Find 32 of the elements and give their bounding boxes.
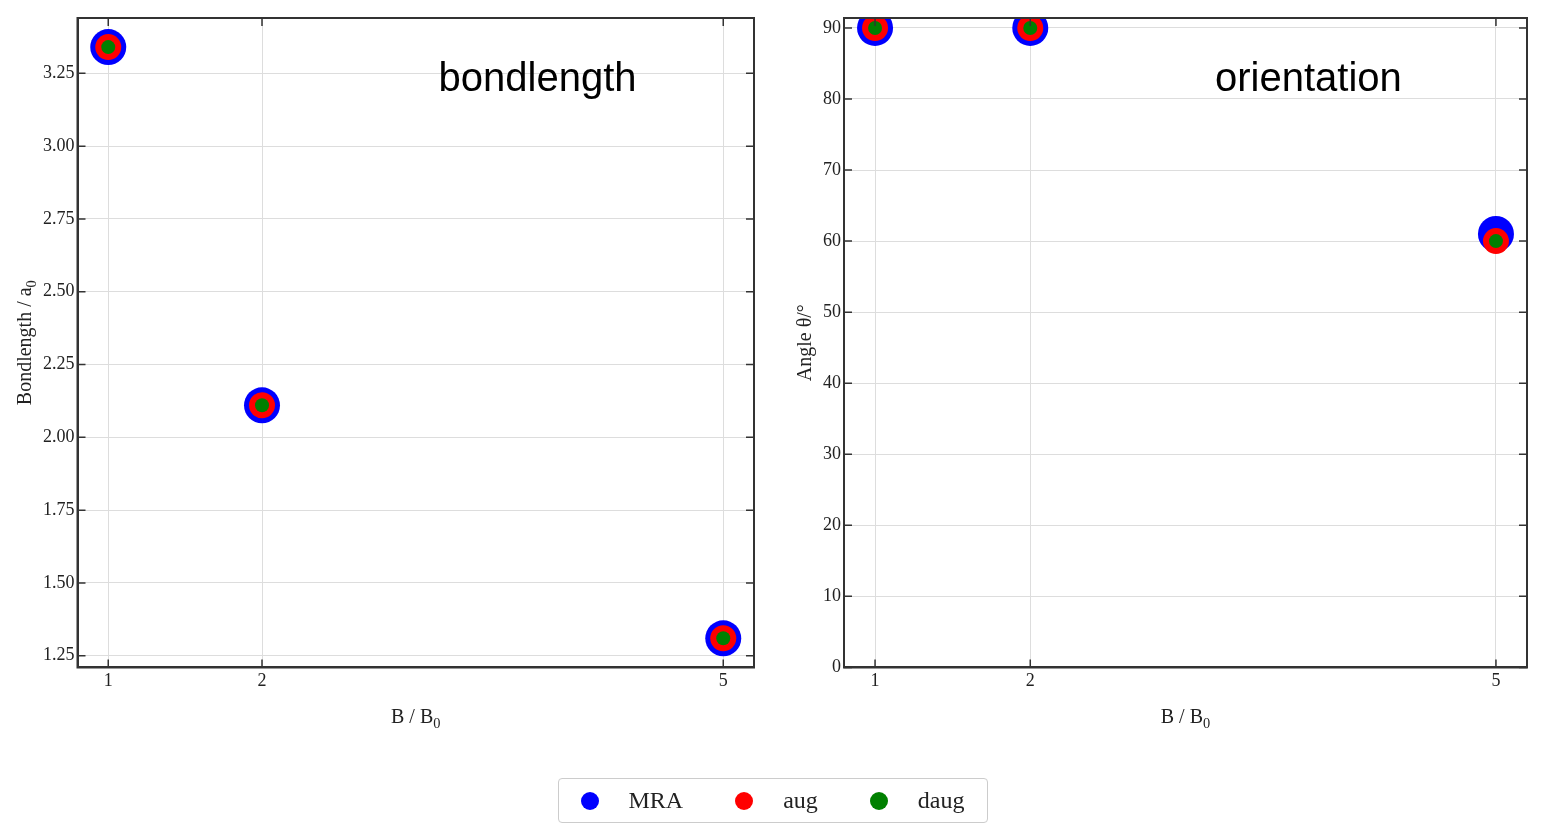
annotation: orientation [1215,55,1402,100]
y-axis-title: Angle θ/° [793,304,817,382]
y-tick-label: 70 [823,158,841,179]
y-tick-label: 20 [823,514,841,535]
y-axis-title: Bondlength / a0 [13,280,39,406]
x-tick-label: 1 [870,669,880,690]
y-tick-label: 60 [823,229,841,250]
y-tick-label: 1.25 [43,644,75,665]
y-tick-label: 10 [823,585,841,606]
x-tick-label: 2 [257,669,267,690]
annotation: bondlength [438,55,637,100]
y-tick-label: 2.75 [43,207,75,228]
y-tick-label: 1.50 [43,571,75,592]
y-tick-label: 80 [823,87,841,108]
y-tick-label: 90 [823,16,841,37]
x-tick-label: 2 [1025,669,1035,690]
legend-label: daug [917,787,965,814]
y-tick-label: 2.00 [43,426,75,447]
x-tick-label: 5 [1491,669,1501,690]
y-tick-label: 1.75 [43,498,75,519]
y-tick-label: 2.25 [43,353,75,374]
legend-label: MRA [628,787,684,814]
y-tick-label: 3.25 [43,62,75,83]
y-tick-label: 40 [823,371,841,392]
y-tick-label: 3.00 [43,134,75,155]
x-tick-label: 5 [718,669,728,690]
y-tick-label: 0 [832,656,841,677]
y-tick-label: 2.50 [43,280,75,301]
y-tick-label: 30 [823,442,841,463]
y-tick-label: 50 [823,300,841,321]
legend-label: aug [783,787,818,814]
x-tick-label: 1 [103,669,113,690]
